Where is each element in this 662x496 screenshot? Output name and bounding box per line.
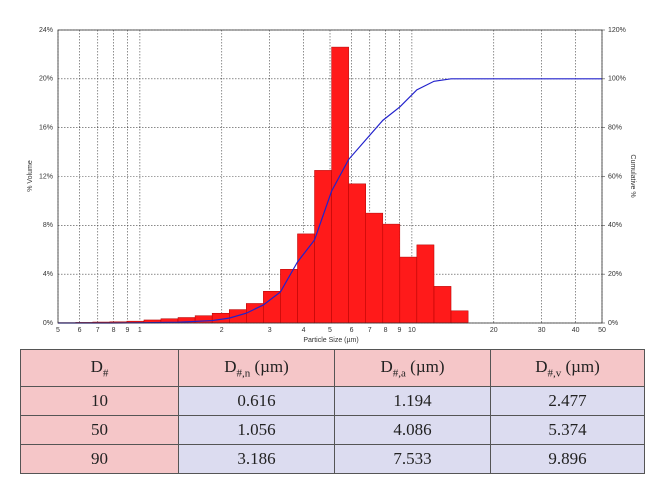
header-sub: #,a (392, 367, 406, 380)
header-cell: D# (20, 349, 179, 387)
header-base: D (380, 356, 393, 376)
y2-tick-label: 20% (608, 271, 622, 278)
x-tick-label: 7 (96, 327, 100, 334)
y2-tick-label: 120% (608, 27, 626, 34)
header-unit: (µm) (565, 356, 600, 376)
y-tick-label: 12% (39, 173, 53, 180)
data-table: D# D#,n (µm) D#,a (µm) D#,v (µm) 10 0.616 1.19… (20, 349, 645, 474)
bar (433, 286, 452, 324)
x-tick-label: 9 (125, 327, 129, 334)
y-axis-title: % Volume (27, 160, 34, 192)
table-row: 90 3.186 7.533 9.896 (20, 444, 645, 474)
header-cell: D#,v (µm) (490, 349, 645, 387)
table-cell: 7.533 (334, 444, 491, 474)
x-tick-label: 5 (56, 327, 60, 334)
table-cell: 0.616 (178, 386, 335, 416)
table-row: 10 0.616 1.194 2.477 (20, 386, 645, 416)
plot-frame (57, 29, 603, 324)
cumulative-line (58, 78, 602, 324)
bar (416, 244, 435, 324)
header-unit: (µm) (410, 356, 445, 376)
table-cell: 5.374 (490, 415, 645, 445)
y-tick-label: 24% (39, 27, 53, 34)
x-tick-label: 40 (572, 327, 580, 334)
header-base: D (224, 356, 237, 376)
bar (450, 310, 469, 324)
x-tick-label: 3 (268, 327, 272, 334)
x-tick-label: 50 (598, 327, 606, 334)
y2-tick-label: 100% (608, 76, 626, 83)
bar (263, 291, 281, 324)
bar (194, 315, 213, 324)
bar (399, 256, 418, 324)
header-sub: #,v (547, 367, 562, 380)
y2-axis-title: Cumulative % (629, 154, 636, 197)
y-tick-label: 0% (43, 320, 53, 327)
y2-tick-label: 0% (608, 320, 618, 327)
header-unit: (µm) (254, 356, 289, 376)
x-tick-label: 4 (302, 327, 306, 334)
header-sub: # (102, 367, 109, 380)
table-cell: 50 (20, 415, 179, 445)
header-base: D (90, 356, 103, 376)
y2-tick-label: 80% (608, 125, 622, 132)
header-row: D# D#,n (µm) D#,a (µm) D#,v (µm) (20, 349, 645, 387)
x-tick-label: 1 (138, 327, 142, 334)
bar (382, 223, 401, 324)
header-sub: #,n (236, 367, 251, 380)
table-cell: 1.056 (178, 415, 335, 445)
table-cell: 3.186 (178, 444, 335, 474)
table-cell: 2.477 (490, 386, 645, 416)
table-row: 50 1.056 4.086 5.374 (20, 415, 645, 445)
y-tick-label: 8% (43, 222, 53, 229)
x-tick-label: 6 (350, 327, 354, 334)
bar (297, 233, 315, 324)
header-cell: D#,a (µm) (334, 349, 491, 387)
y2-tick-label: 40% (608, 222, 622, 229)
bar (314, 170, 332, 324)
x-tick-label: 10 (408, 327, 416, 334)
x-tick-label: 6 (78, 327, 82, 334)
x-tick-label: 20 (490, 327, 498, 334)
table-cell: 9.896 (490, 444, 645, 474)
chart: Particle Size (µm) % Volume Cumulative %… (27, 27, 636, 344)
y-tick-label: 16% (39, 125, 53, 132)
table-cell: 1.194 (334, 386, 491, 416)
table-cell: 10 (20, 386, 179, 416)
x-tick-label: 30 (538, 327, 546, 334)
bar (348, 183, 366, 324)
y-tick-label: 4% (43, 271, 53, 278)
x-tick-label: 8 (112, 327, 116, 334)
table-cell: 90 (20, 444, 179, 474)
x-axis-title: Particle Size (µm) (303, 337, 358, 344)
bar (331, 46, 349, 324)
x-tick-label: 5 (328, 327, 332, 334)
bar (365, 212, 384, 324)
header-base: D (535, 356, 548, 376)
y-tick-label: 20% (39, 76, 53, 83)
x-tick-label: 2 (220, 327, 224, 334)
table-cell: 4.086 (334, 415, 491, 445)
y2-tick-label: 60% (608, 173, 622, 180)
x-tick-label: 8 (384, 327, 388, 334)
x-tick-label: 7 (368, 327, 372, 334)
header-cell: D#,n (µm) (178, 349, 335, 387)
x-tick-label: 9 (397, 327, 401, 334)
